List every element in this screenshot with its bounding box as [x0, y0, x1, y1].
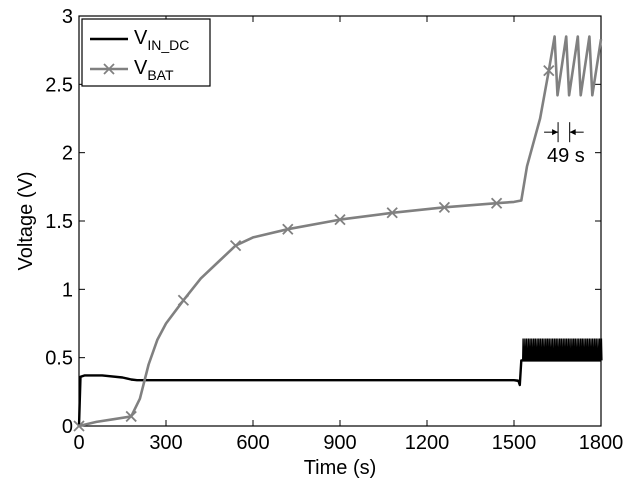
- marker-v-bat: [73, 420, 85, 432]
- y-tick-label: 1: [62, 279, 73, 301]
- y-tick-label: 0.5: [45, 348, 73, 370]
- marker-v-bat: [282, 223, 294, 235]
- y-tick-label: 2.5: [45, 74, 73, 96]
- series-layer: [73, 35, 603, 432]
- x-tick-label: 1500: [492, 432, 537, 454]
- marker-v-bat: [177, 294, 190, 306]
- y-tick-label: 1.5: [45, 211, 73, 233]
- x-tick-label: 900: [323, 432, 356, 454]
- x-tick-label: 300: [149, 432, 182, 454]
- x-axis-label: Time (s): [304, 457, 377, 479]
- marker-v-bat: [125, 410, 137, 423]
- x-axis: 0 300 600 900 1200 1500 1800: [73, 16, 623, 454]
- series-oscillation-v-in-dc: [522, 338, 603, 361]
- marker-v-bat: [543, 65, 555, 77]
- marker-v-bat: [490, 197, 503, 209]
- y-tick-label: 2: [62, 143, 73, 165]
- annotation-arrowhead: [552, 129, 559, 136]
- series-line-v-in-dc: [77, 359, 601, 427]
- y-axis: 0 0.5 1 1.5 2 2.5 3: [45, 6, 601, 438]
- marker-v-bat: [334, 213, 346, 226]
- series-line-v-bat: [78, 35, 603, 428]
- marker-v-bat: [229, 239, 242, 252]
- marker-v-bat: [438, 201, 451, 213]
- annotation-label: 49 s: [547, 145, 585, 167]
- annotation-arrowhead: [569, 129, 576, 136]
- marker-v-bat: [386, 207, 398, 219]
- annotation-layer: 49 s: [544, 122, 585, 167]
- series-ripple-v-in-dc: [130, 379, 519, 381]
- legend-box: [81, 18, 211, 87]
- y-axis-label: Voltage (V): [15, 172, 37, 271]
- y-tick-label: 0: [62, 416, 73, 438]
- x-tick-label: 600: [236, 432, 269, 454]
- x-tick-label: 1200: [405, 432, 450, 454]
- x-tick-label: 1800: [579, 432, 624, 454]
- y-tick-label: 3: [62, 6, 73, 28]
- x-tick-label: 0: [73, 432, 84, 454]
